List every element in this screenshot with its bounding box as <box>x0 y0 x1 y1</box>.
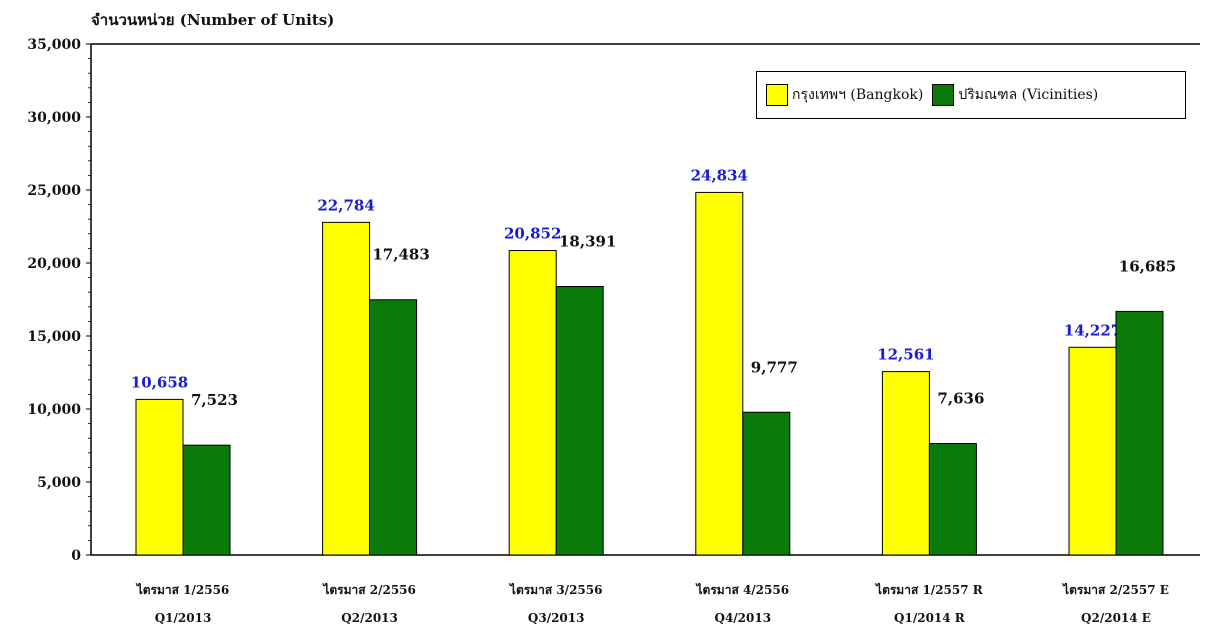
bar <box>742 411 791 556</box>
data-label: 10,658 <box>131 373 188 391</box>
data-label: 16,685 <box>1119 257 1176 275</box>
data-label: 22,784 <box>317 196 374 214</box>
bar <box>1115 310 1164 556</box>
data-label: 24,834 <box>691 166 748 184</box>
y-tick-label: 15,000 <box>27 329 81 345</box>
x-tick-label-thai: ไตรมาส 2/2556 <box>321 582 416 597</box>
x-tick-label: Q1/2013 <box>155 611 212 625</box>
x-tick-label-thai: ไตรมาส 2/2557 E <box>1061 582 1169 597</box>
data-label: 14,227 <box>1064 321 1121 339</box>
x-tick-label: Q4/2013 <box>715 611 772 625</box>
y-tick-label: 25,000 <box>27 183 81 199</box>
data-label: 7,636 <box>937 390 984 408</box>
legend-label-vicinities: ปริมณฑล (Vicinities) <box>958 87 1099 103</box>
y-tick-label: 0 <box>71 548 81 564</box>
legend-item-vicinities: ปริมณฑล (Vicinities) <box>932 84 1098 106</box>
x-tick-label: Q2/2014 E <box>1081 611 1151 625</box>
bar <box>508 250 557 556</box>
data-label: 12,561 <box>877 346 934 364</box>
bar <box>1068 346 1117 556</box>
data-label: 17,483 <box>372 246 429 264</box>
x-tick-label-thai: ไตรมาส 3/2556 <box>508 582 603 597</box>
bar <box>369 299 418 556</box>
legend-item-bangkok: กรุงเทพฯ (Bangkok) <box>766 84 923 106</box>
data-label: 18,391 <box>559 232 616 250</box>
y-tick-label: 10,000 <box>27 402 81 418</box>
bar <box>322 221 371 556</box>
x-tick-label-thai: ไตรมาส 1/2557 R <box>874 582 984 597</box>
x-tick-label: Q2/2013 <box>341 611 398 625</box>
y-tick-label: 30,000 <box>27 110 81 126</box>
x-tick-label-thai: ไตรมาส 1/2556 <box>135 582 230 597</box>
legend-label-bangkok: กรุงเทพฯ (Bangkok) <box>792 87 924 103</box>
legend-swatch-vicinities <box>932 84 955 106</box>
x-tick-label-thai: ไตรมาส 4/2556 <box>695 582 790 597</box>
bar <box>695 191 744 556</box>
legend: กรุงเทพฯ (Bangkok) ปริมณฑล (Vicinities) <box>756 71 1186 119</box>
x-tick-label: Q3/2013 <box>528 611 585 625</box>
data-label: 7,523 <box>191 391 238 409</box>
bar <box>135 398 184 556</box>
data-label: 9,777 <box>751 358 798 376</box>
y-axis-title: จำนวนหน่วย (Number of Units) <box>91 11 335 29</box>
legend-swatch-bangkok <box>766 84 788 106</box>
x-tick-label: Q1/2014 R <box>894 611 966 625</box>
bar <box>555 285 604 556</box>
data-label: 20,852 <box>504 225 561 243</box>
bar <box>928 443 977 556</box>
y-tick-label: 35,000 <box>27 37 81 53</box>
y-tick-label: 20,000 <box>27 256 81 272</box>
bar <box>881 371 930 556</box>
y-tick-label: 5,000 <box>37 475 81 491</box>
bar <box>182 444 231 556</box>
